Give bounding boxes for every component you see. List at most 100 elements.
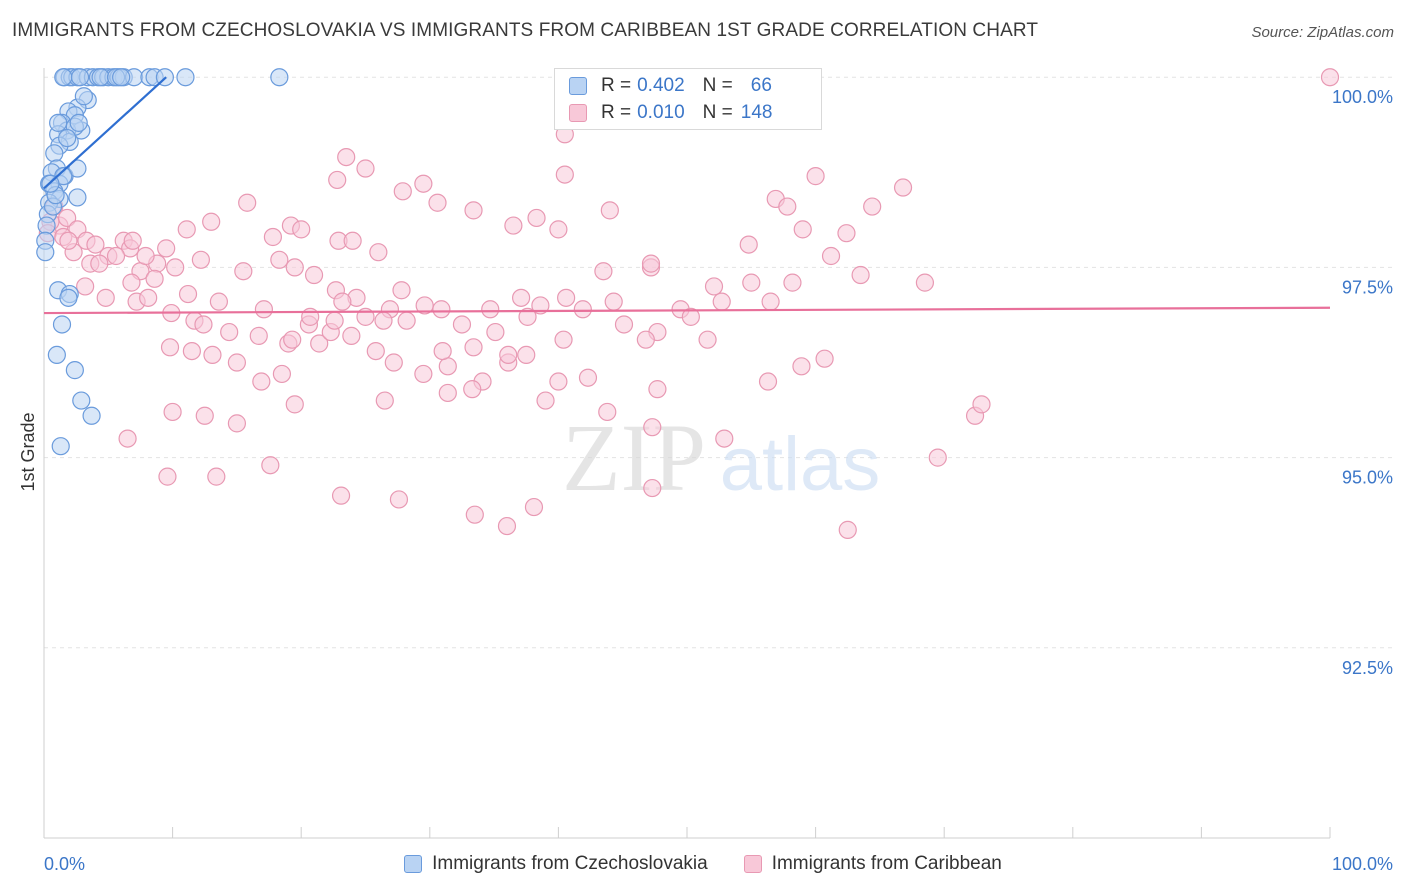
- caribbean-point: [234, 262, 253, 281]
- y-tick-label: 92.5%: [1342, 658, 1393, 678]
- caribbean-point: [366, 341, 385, 361]
- caribbean-point: [648, 380, 667, 399]
- tick-labels: 100.0% 97.5% 95.0% 92.5% 0.0% 100.0%: [44, 87, 1393, 874]
- x-tick-label-right: 100.0%: [1332, 854, 1393, 874]
- caribbean-point: [178, 284, 198, 304]
- caribbean-point: [285, 258, 304, 277]
- caribbean-point: [594, 262, 613, 281]
- caribbean-point: [414, 174, 433, 193]
- caribbean-point: [389, 490, 409, 509]
- caribbean-point: [838, 520, 857, 539]
- czechoslovakia-point: [59, 288, 78, 307]
- caribbean-point: [158, 467, 177, 486]
- caribbean-point: [136, 246, 155, 266]
- caribbean-point: [304, 265, 324, 285]
- y-tick-label: 95.0%: [1342, 468, 1393, 488]
- caribbean-point: [742, 273, 761, 292]
- legend-item-caribbean[interactable]: Immigrants from Caribbean: [743, 850, 1002, 878]
- caribbean-point: [928, 448, 947, 467]
- y-tick-label: 97.5%: [1342, 277, 1393, 297]
- caribbean-point: [517, 345, 536, 365]
- caribbean-point: [272, 364, 292, 384]
- caribbean-point: [549, 372, 568, 391]
- caribbean-point: [118, 429, 137, 448]
- caribbean-point: [698, 330, 717, 349]
- caribbean-point: [369, 243, 388, 262]
- caribbean-point: [90, 254, 109, 273]
- caribbean-point: [893, 178, 913, 197]
- caribbean-point: [414, 364, 433, 384]
- caribbean-point: [263, 227, 283, 247]
- caribbean-point: [761, 292, 780, 311]
- watermark: ZIP atlas: [562, 404, 880, 511]
- caribbean-point: [333, 292, 352, 311]
- caribbean-point: [145, 269, 164, 288]
- caribbean-point: [207, 467, 226, 486]
- legend-item-czechoslovakia[interactable]: Immigrants from Czechoslovakia: [404, 850, 708, 878]
- stats-swatch-pink: [569, 104, 587, 122]
- caribbean-point: [59, 231, 78, 250]
- caribbean-point: [415, 296, 434, 315]
- caribbean-point: [375, 391, 394, 410]
- caribbean-point: [163, 402, 182, 422]
- caribbean-point: [481, 300, 500, 319]
- stats-r-value: 0.010: [637, 102, 685, 123]
- caribbean-point: [374, 311, 393, 330]
- stats-swatch-blue: [569, 77, 587, 95]
- caribbean-point: [531, 296, 550, 315]
- caribbean-point: [837, 224, 856, 243]
- caribbean-point: [270, 250, 289, 269]
- legend-swatch-blue: [404, 855, 423, 873]
- czechoslovakia-point: [270, 68, 289, 87]
- trend-lines: [43, 76, 1331, 315]
- caribbean-point: [139, 288, 158, 307]
- caribbean-point: [331, 486, 351, 505]
- chart-title: IMMIGRANTS FROM CZECHOSLOVAKIA VS IMMIGR…: [12, 20, 1039, 41]
- caribbean-point: [715, 429, 734, 448]
- caribbean-point: [438, 383, 457, 403]
- caribbean-point: [227, 353, 246, 372]
- caribbean-point: [512, 288, 531, 307]
- caribbean-point: [783, 273, 802, 292]
- czechoslovakia-point: [36, 243, 55, 262]
- watermark-zip: ZIP: [562, 404, 706, 511]
- stats-row-czechoslovakia: R = 0.402 N = 66: [569, 73, 772, 99]
- caribbean-point: [292, 220, 311, 239]
- czechoslovakia-point: [65, 361, 84, 380]
- czechoslovakia-point: [47, 345, 66, 365]
- caribbean-point: [972, 395, 991, 414]
- caribbean-point: [384, 353, 403, 372]
- stats-n-value: 148: [740, 102, 773, 123]
- series-czechoslovakia-points: [36, 68, 289, 456]
- caribbean-point: [739, 235, 758, 254]
- caribbean-point: [821, 246, 841, 266]
- caribbean-point: [851, 265, 870, 285]
- caribbean-point: [393, 182, 412, 201]
- legend-label: Immigrants from Czechoslovakia: [432, 853, 708, 874]
- caribbean-point: [778, 197, 797, 216]
- caribbean-point: [249, 326, 268, 345]
- caribbean-point: [598, 402, 617, 422]
- caribbean-point: [464, 338, 483, 357]
- stats-r-label: R =: [601, 102, 632, 123]
- caribbean-point: [641, 254, 661, 273]
- caribbean-point: [792, 357, 811, 376]
- czechoslovakia-point: [70, 68, 90, 87]
- caribbean-point: [310, 334, 329, 353]
- caribbean-point: [604, 292, 623, 311]
- caribbean-point: [343, 231, 362, 250]
- caribbean-point: [549, 220, 568, 239]
- czechoslovakia-point: [68, 159, 87, 178]
- legend-swatch-pink: [743, 855, 762, 873]
- caribbean-point: [96, 288, 115, 307]
- caribbean-point: [758, 372, 778, 391]
- caribbean-point: [252, 372, 271, 391]
- czechoslovakia-point: [49, 113, 68, 132]
- caribbean-point: [1320, 68, 1340, 87]
- caribbean-point: [356, 159, 375, 178]
- czechoslovakia-point: [52, 315, 72, 334]
- caribbean-point: [397, 311, 416, 330]
- caribbean-point: [536, 391, 555, 410]
- caribbean-point: [325, 311, 344, 330]
- caribbean-point: [600, 201, 619, 220]
